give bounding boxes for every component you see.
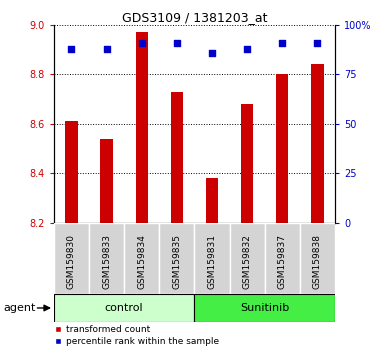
- Text: GSM159838: GSM159838: [313, 234, 322, 289]
- Bar: [206, 178, 218, 223]
- Bar: [311, 64, 323, 223]
- Point: [139, 40, 145, 45]
- Bar: [65, 121, 78, 223]
- Title: GDS3109 / 1381203_at: GDS3109 / 1381203_at: [122, 11, 267, 24]
- Bar: [89, 223, 124, 294]
- Text: agent: agent: [4, 303, 36, 313]
- Bar: [194, 294, 335, 322]
- Text: GSM159830: GSM159830: [67, 234, 76, 289]
- Point: [314, 40, 320, 45]
- Text: GSM159833: GSM159833: [102, 234, 111, 289]
- Text: GSM159831: GSM159831: [208, 234, 216, 289]
- Bar: [300, 223, 335, 294]
- Text: Sunitinib: Sunitinib: [240, 303, 289, 313]
- Bar: [54, 294, 194, 322]
- Point: [174, 40, 180, 45]
- Bar: [54, 223, 89, 294]
- Text: control: control: [105, 303, 144, 313]
- Text: GSM159837: GSM159837: [278, 234, 287, 289]
- Point: [69, 46, 75, 51]
- Bar: [136, 32, 148, 223]
- Text: GSM159834: GSM159834: [137, 234, 146, 289]
- Bar: [241, 104, 253, 223]
- Text: GSM159835: GSM159835: [172, 234, 181, 289]
- Bar: [276, 74, 288, 223]
- Bar: [171, 92, 183, 223]
- Point: [244, 46, 250, 51]
- Bar: [264, 223, 300, 294]
- Point: [209, 50, 215, 55]
- Bar: [159, 223, 194, 294]
- Bar: [229, 223, 265, 294]
- Bar: [194, 223, 229, 294]
- Point: [279, 40, 285, 45]
- Bar: [124, 223, 159, 294]
- Point: [104, 46, 110, 51]
- Bar: [100, 139, 113, 223]
- Text: GSM159832: GSM159832: [243, 234, 252, 289]
- Legend: transformed count, percentile rank within the sample: transformed count, percentile rank withi…: [51, 321, 223, 349]
